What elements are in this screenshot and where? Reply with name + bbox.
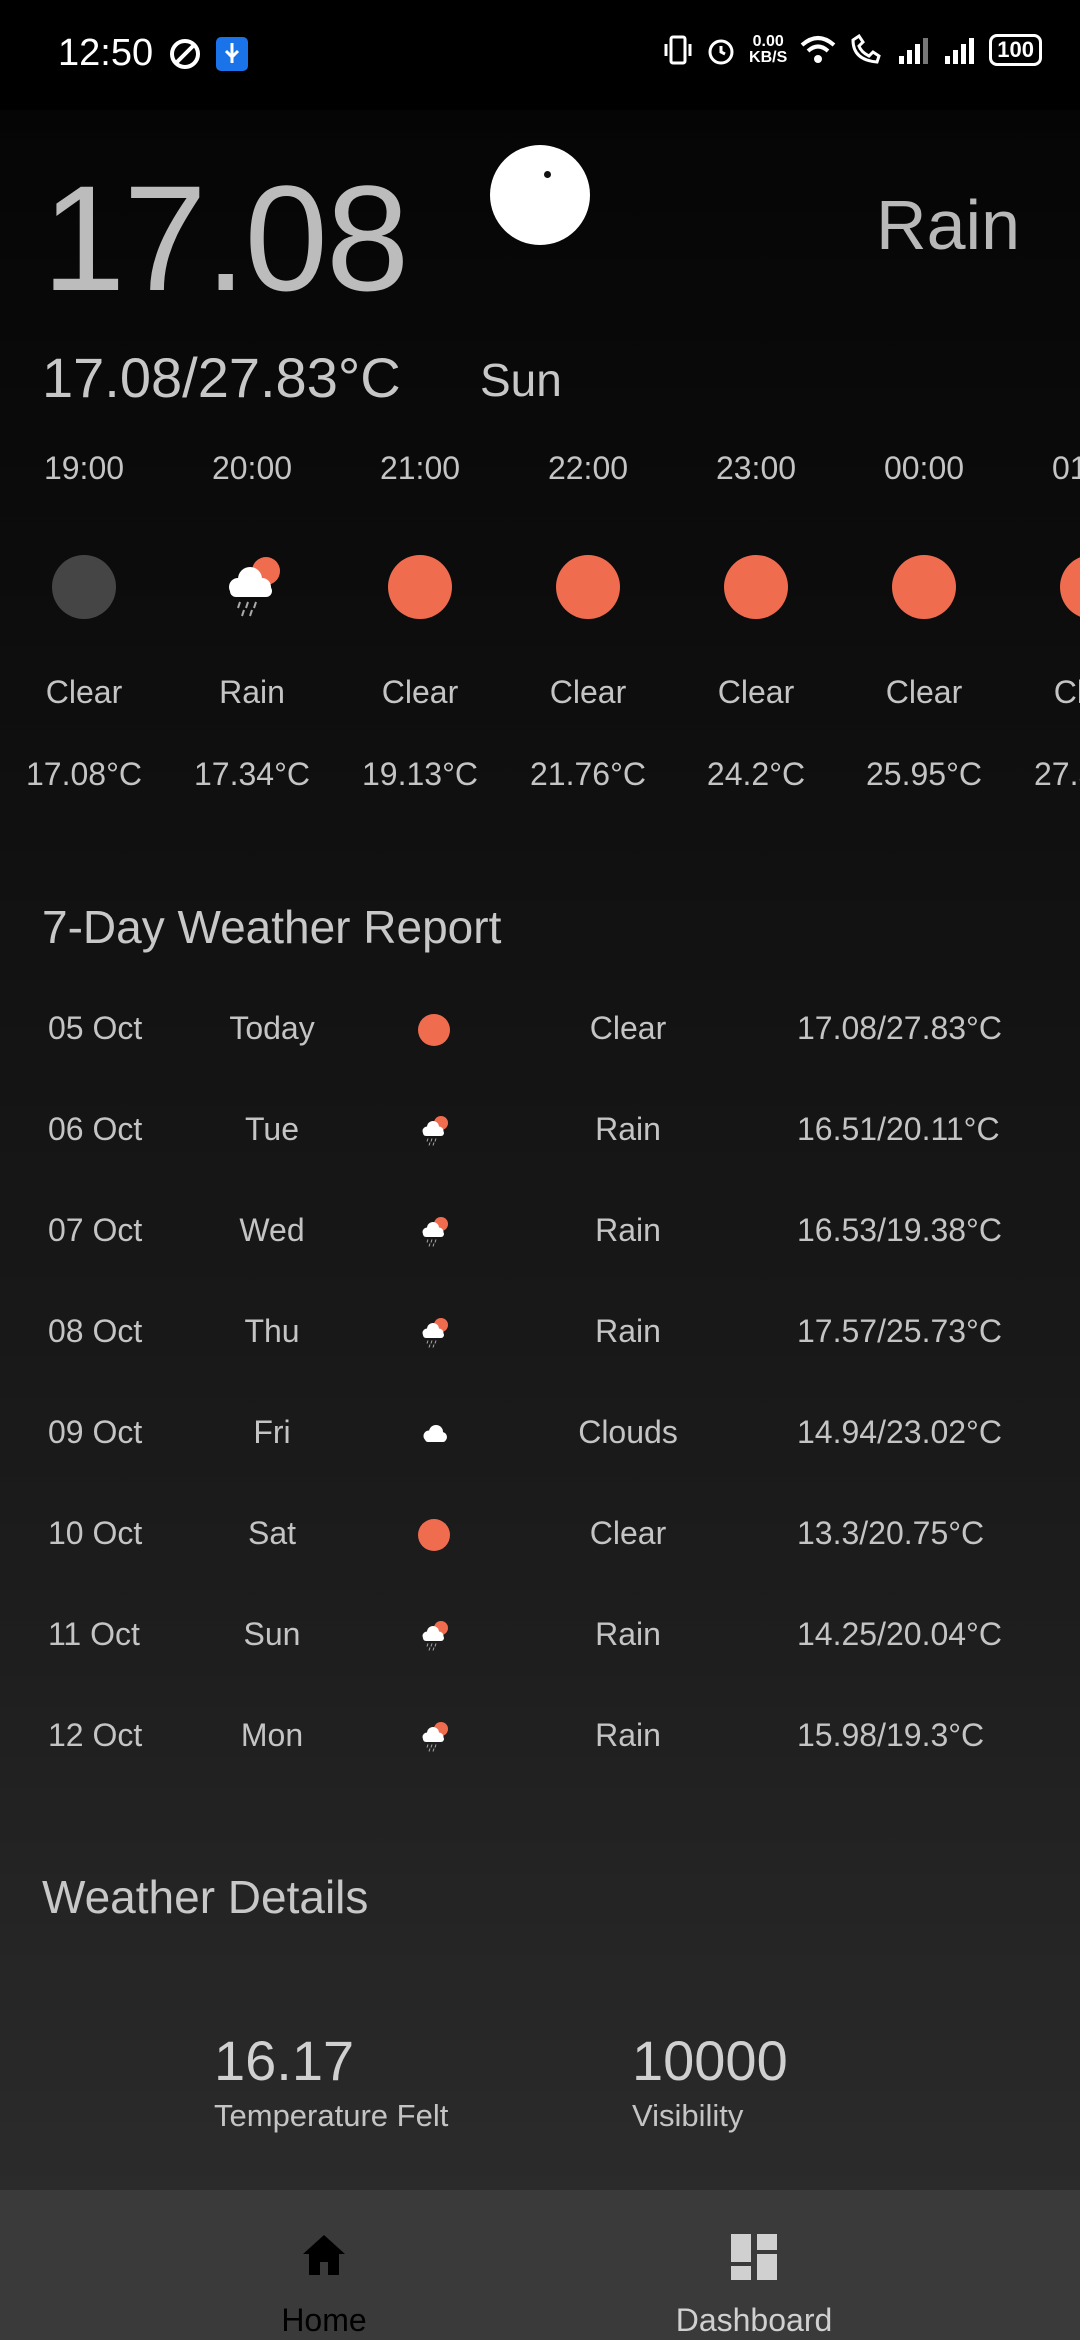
hour-condition: Clear	[504, 674, 672, 711]
daily-temperature-range: 17.57/25.73°C	[797, 1313, 1002, 1350]
daily-temperature-range: 13.3/20.75°C	[797, 1515, 984, 1552]
daily-date: 08 Oct	[48, 1313, 142, 1350]
hourly-item: 00:00 Clear 25.95°C	[840, 450, 1008, 793]
sun-icon	[418, 1014, 450, 1046]
hour-time: 21:00	[336, 450, 504, 490]
wifi-calling-icon	[849, 34, 885, 66]
sun-icon	[556, 555, 620, 619]
daily-temperature-range: 15.98/19.3°C	[797, 1717, 984, 1754]
main-content[interactable]: 17.08 Rain 17.08/27.83°C Sun 19:00 Clear 1…	[0, 110, 1080, 2190]
signal-icon-2	[943, 36, 977, 64]
daily-row: 05 Oct Today Clear 17.08/27.83°C	[0, 990, 1080, 1070]
daily-date: 06 Oct	[48, 1111, 142, 1148]
daily-temperature-range: 14.94/23.02°C	[797, 1414, 1002, 1451]
today-temperature-range: 17.08/27.83°C	[42, 345, 401, 410]
hour-temperature: 21.76°C	[504, 756, 672, 793]
daily-row: 07 Oct Wed Rain 16.53/19.38°C	[0, 1192, 1080, 1272]
daily-row: 11 Oct Sun Rain 14.25/20.04°C	[0, 1596, 1080, 1676]
hour-condition: Clear	[1008, 674, 1080, 711]
daily-date: 11 Oct	[48, 1616, 140, 1653]
daily-temperature-range: 17.08/27.83°C	[797, 1010, 1002, 1047]
battery-icon: 100	[989, 34, 1042, 66]
hour-time: 23:00	[672, 450, 840, 490]
hour-condition: Rain	[168, 674, 336, 711]
daily-section-title: 7-Day Weather Report	[42, 900, 501, 954]
hour-condition: Clear	[0, 674, 168, 711]
hour-time: 01:00	[1008, 450, 1080, 490]
hour-time: 20:00	[168, 450, 336, 490]
temperature-felt-value: 16.17	[214, 2028, 354, 2093]
nav-dashboard-label: Dashboard	[484, 2302, 1024, 2339]
temperature-felt-label: Temperature Felt	[214, 2098, 448, 2134]
hour-temperature: 19.13°C	[336, 756, 504, 793]
dashboard-icon	[729, 2232, 779, 2282]
daily-temperature-range: 16.51/20.11°C	[797, 1111, 1000, 1148]
home-icon	[299, 2230, 349, 2280]
hourly-item: 01:00 Clear 27.35°C	[1008, 450, 1080, 793]
daily-temperature-range: 16.53/19.38°C	[797, 1212, 1002, 1249]
net-speed: 0.00 KB/S	[749, 34, 787, 66]
hour-time: 22:00	[504, 450, 672, 490]
rain-cloud-icon	[418, 1216, 450, 1248]
daily-row: 10 Oct Sat Clear 13.3/20.75°C	[0, 1495, 1080, 1575]
hour-temperature: 25.95°C	[840, 756, 1008, 793]
wifi-icon	[799, 34, 837, 66]
details-section-title: Weather Details	[42, 1870, 368, 1924]
hourly-item: 22:00 Clear 21.76°C	[504, 450, 672, 793]
signal-icon-1	[897, 36, 931, 64]
moon-icon	[52, 555, 116, 619]
sun-icon	[892, 555, 956, 619]
do-not-disturb-icon	[168, 37, 202, 71]
hourly-forecast[interactable]: 19:00 Clear 17.08°C 20:00 Rain 17.34°C 21:00 Cl…	[0, 450, 1080, 930]
hour-time: 00:00	[840, 450, 1008, 490]
visibility-label: Visibility	[632, 2098, 743, 2134]
sun-icon	[388, 555, 452, 619]
rain-cloud-icon	[220, 555, 284, 619]
visibility-value: 10000	[632, 2028, 788, 2093]
daily-date: 09 Oct	[48, 1414, 142, 1451]
hour-condition: Clear	[840, 674, 1008, 711]
status-time: 12:50	[58, 32, 153, 75]
hourly-item: 21:00 Clear 19.13°C	[336, 450, 504, 793]
sun-icon	[724, 555, 788, 619]
daily-date: 10 Oct	[48, 1515, 142, 1552]
vibrate-icon	[663, 34, 693, 66]
current-temperature: 17.08	[42, 152, 407, 325]
hour-condition: Clear	[336, 674, 504, 711]
hourly-item: 19:00 Clear 17.08°C	[0, 450, 168, 793]
hourly-item: 20:00 Rain 17.34°C	[168, 450, 336, 793]
moon-icon	[490, 145, 590, 245]
daily-row: 12 Oct Mon Rain 15.98/19.3°C	[0, 1697, 1080, 1777]
rain-cloud-icon	[418, 1721, 450, 1753]
daily-row: 08 Oct Thu Rain 17.57/25.73°C	[0, 1293, 1080, 1373]
nav-dashboard-tab[interactable]: Dashboard	[484, 2190, 1024, 2340]
hour-condition: Clear	[672, 674, 840, 711]
bottom-navigation: Home Dashboard	[0, 2190, 1080, 2340]
daily-date: 07 Oct	[48, 1212, 142, 1249]
daily-row: 06 Oct Tue Rain 16.51/20.11°C	[0, 1091, 1080, 1171]
alarm-icon	[705, 34, 737, 66]
daily-temperature-range: 14.25/20.04°C	[797, 1616, 1002, 1653]
hour-temperature: 17.08°C	[0, 756, 168, 793]
current-day: Sun	[480, 353, 562, 407]
status-bar: 12:50 0.00 KB/S	[0, 0, 1080, 110]
rain-cloud-icon	[418, 1620, 450, 1652]
hour-temperature: 27.35°C	[1008, 756, 1080, 793]
hour-time: 19:00	[0, 450, 168, 490]
hourly-item: 23:00 Clear 24.2°C	[672, 450, 840, 793]
cloud-icon	[418, 1418, 450, 1450]
usb-icon	[216, 37, 248, 71]
daily-row: 09 Oct Fri Clouds 14.94/23.02°C	[0, 1394, 1080, 1474]
daily-date: 05 Oct	[48, 1010, 142, 1047]
rain-cloud-icon	[418, 1115, 450, 1147]
rain-cloud-icon	[418, 1317, 450, 1349]
sun-icon	[1060, 555, 1080, 619]
hour-temperature: 17.34°C	[168, 756, 336, 793]
current-condition: Rain	[876, 185, 1020, 265]
sun-icon	[418, 1519, 450, 1551]
hour-temperature: 24.2°C	[672, 756, 840, 793]
daily-date: 12 Oct	[48, 1717, 142, 1754]
